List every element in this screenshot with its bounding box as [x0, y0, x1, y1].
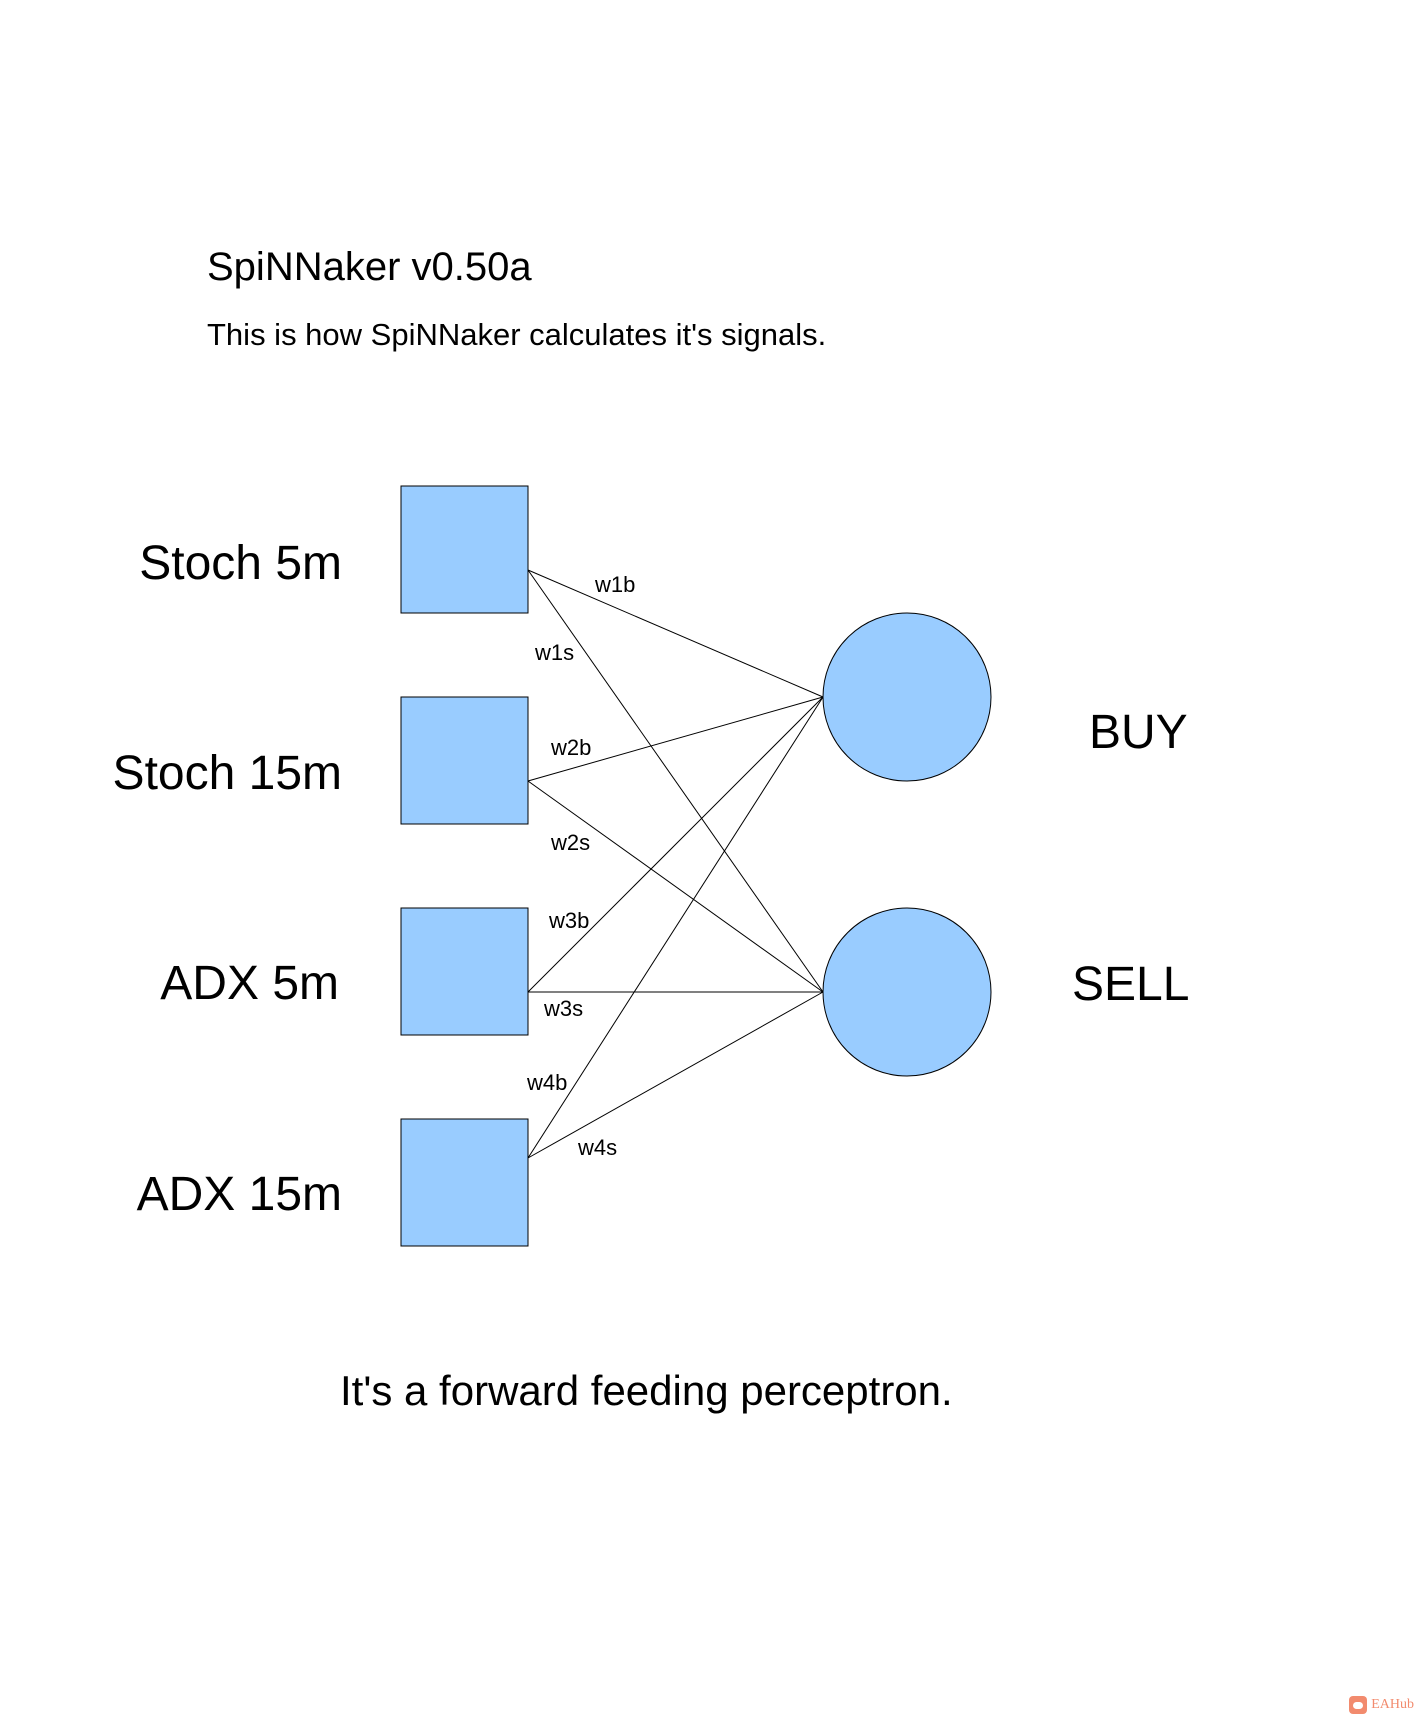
- edge-w1s: [527, 569, 824, 993]
- input-label-adx-5m: ADX 5m: [160, 957, 339, 1010]
- input-label-stoch-15m: Stoch 15m: [113, 747, 342, 800]
- weight-label-w4b: w4b: [526, 1070, 567, 1095]
- subtitle: This is how SpiNNaker calculates it's si…: [207, 317, 826, 352]
- watermark-text: EAHub: [1371, 1697, 1414, 1712]
- weight-label-w1s: w1s: [534, 640, 574, 665]
- output-node-sell: [822, 907, 992, 1077]
- weight-label-w1b: w1b: [594, 572, 635, 597]
- edge-w3b: [527, 696, 824, 993]
- title: SpiNNaker v0.50a: [207, 245, 532, 289]
- edge-w1b: [527, 569, 824, 698]
- weight-label-w4s: w4s: [577, 1135, 617, 1160]
- weight-label-w3s: w3s: [543, 996, 583, 1021]
- output-label-buy: BUY: [1089, 706, 1188, 759]
- input-node-2: [400, 696, 529, 825]
- input-node-4: [400, 1118, 529, 1247]
- weight-label-w2b: w2b: [550, 735, 591, 760]
- input-label-stoch-5m: Stoch 5m: [139, 537, 342, 590]
- pig-logo-icon: [1349, 1696, 1368, 1714]
- weight-label-w2s: w2s: [550, 830, 590, 855]
- connections: [527, 569, 824, 1159]
- output-node-buy: [822, 612, 992, 782]
- caption: It's a forward feeding perceptron.: [340, 1367, 953, 1414]
- edge-w2b: [527, 696, 824, 782]
- input-label-adx-15m: ADX 15m: [137, 1168, 342, 1221]
- input-node-1: [400, 485, 529, 614]
- output-label-sell: SELL: [1072, 958, 1189, 1011]
- edge-w2s: [527, 780, 824, 993]
- edge-w4b: [527, 696, 824, 1159]
- watermark: EAHub: [1349, 1696, 1414, 1714]
- weight-label-w3b: w3b: [548, 908, 589, 933]
- input-node-3: [400, 907, 529, 1036]
- edge-w4s: [527, 991, 824, 1159]
